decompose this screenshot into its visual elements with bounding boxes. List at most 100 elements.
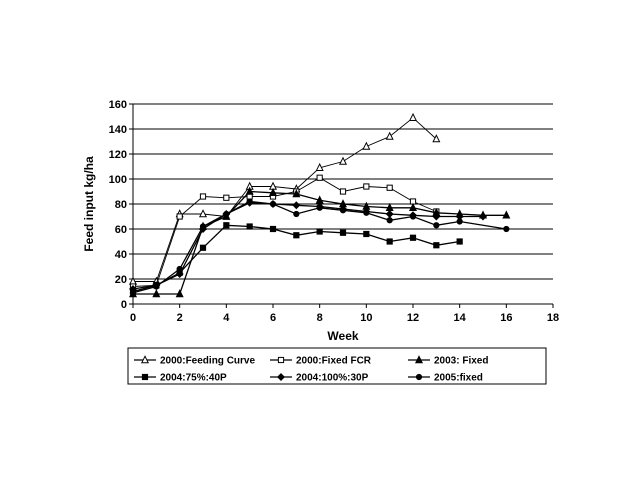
x-axis-label: Week <box>327 329 358 343</box>
data-point <box>176 213 183 220</box>
legend-marker <box>277 356 285 364</box>
series-line-4 <box>132 202 483 290</box>
legend-entry-5: 2005:fixed <box>408 373 483 384</box>
data-point <box>456 218 463 225</box>
data-point <box>316 228 323 235</box>
data-point <box>433 242 440 249</box>
legend-label: 2004:100%:30P <box>296 373 369 384</box>
series-line-0 <box>133 117 437 282</box>
data-point <box>246 198 253 205</box>
legend-marker <box>140 355 150 364</box>
data-point <box>223 194 230 201</box>
data-point <box>363 209 370 216</box>
data-point <box>432 134 441 143</box>
data-point <box>199 244 207 251</box>
legend-label: 2004:75%:40P <box>160 373 227 384</box>
legend: 2000:Feeding Curve 2000:Fixed FCR 2003: Fi… <box>127 347 547 385</box>
data-point <box>246 223 253 230</box>
x-tick-label: 8 <box>317 312 323 324</box>
series-5 <box>129 198 510 296</box>
data-point <box>408 112 418 121</box>
legend-label: 2003: Fixed <box>434 356 488 367</box>
x-tick-label: 0 <box>130 312 136 324</box>
data-point <box>432 212 441 221</box>
data-point <box>292 189 301 198</box>
series-0 <box>128 112 441 285</box>
y-tick-label: 80 <box>115 199 127 211</box>
legend-marker <box>415 373 423 381</box>
x-tick-label: 12 <box>407 312 419 324</box>
data-point <box>198 209 208 218</box>
data-point <box>409 234 417 241</box>
legend-box <box>127 347 547 385</box>
data-point <box>315 162 324 171</box>
data-point <box>316 204 323 211</box>
y-tick-label: 60 <box>115 224 127 236</box>
y-tick-label: 140 <box>109 124 127 136</box>
data-point <box>386 184 393 191</box>
data-point <box>479 212 487 221</box>
data-point <box>199 223 207 230</box>
data-point <box>386 238 393 245</box>
x-tick-label: 10 <box>360 312 372 324</box>
data-point <box>386 217 393 224</box>
data-point <box>223 210 230 218</box>
data-point <box>362 141 371 150</box>
data-point <box>268 187 278 196</box>
data-point <box>408 202 418 211</box>
legend-label: 2000:Feeding Curve <box>160 356 255 367</box>
y-tick-label: 120 <box>109 149 127 161</box>
y-tick-label: 160 <box>109 99 127 111</box>
legend-marker <box>141 373 149 381</box>
data-point <box>409 213 417 220</box>
data-point <box>338 156 348 165</box>
legend-entry-1: 2000:Fixed FCR <box>270 356 372 367</box>
y-tick-label: 40 <box>115 249 127 261</box>
x-tick-label: 16 <box>500 312 512 324</box>
series-group <box>128 112 511 298</box>
data-point <box>316 174 323 181</box>
x-tick-label: 2 <box>177 312 183 324</box>
data-point <box>223 222 230 229</box>
x-axis-ticks: 0 2 4 6 8 10 12 14 16 18 <box>130 304 559 324</box>
data-point <box>175 289 184 298</box>
legend-entry-3: 2004:75%:40P <box>134 373 227 384</box>
legend-entry-4: 2004:100%:30P <box>270 373 369 384</box>
data-point <box>292 201 301 210</box>
data-point <box>176 265 183 273</box>
x-tick-label: 4 <box>223 312 230 324</box>
data-point <box>363 183 370 190</box>
data-point <box>293 210 300 218</box>
data-point <box>385 131 394 140</box>
y-tick-label: 20 <box>115 274 127 286</box>
data-point <box>199 193 207 200</box>
legend-marker <box>277 373 285 381</box>
data-point <box>339 207 347 214</box>
series-line-5 <box>132 200 507 294</box>
data-point <box>363 230 370 238</box>
legend-label: 2005:fixed <box>434 373 483 384</box>
y-tick-label: 100 <box>109 174 127 186</box>
data-point <box>153 283 160 290</box>
y-tick-label: 0 <box>121 299 127 311</box>
legend-entry-0: 2000:Feeding Curve <box>134 355 255 367</box>
x-tick-label: 6 <box>270 312 276 324</box>
data-point <box>152 289 161 298</box>
data-point <box>293 232 300 239</box>
data-point <box>175 270 184 278</box>
legend-entry-2: 2003: Fixed <box>408 355 488 367</box>
x-tick-label: 18 <box>547 312 559 324</box>
data-point <box>339 229 347 236</box>
data-point <box>385 210 394 218</box>
series-3 <box>129 222 463 295</box>
data-point <box>502 210 511 219</box>
legend-label: 2000:Fixed FCR <box>296 356 372 367</box>
legend-marker <box>414 355 424 364</box>
data-point <box>245 186 254 195</box>
data-point <box>456 238 463 245</box>
y-axis-label: Feed input kg/ha <box>82 156 96 252</box>
data-point <box>269 225 277 233</box>
data-point <box>433 222 440 229</box>
x-tick-label: 14 <box>454 312 467 324</box>
